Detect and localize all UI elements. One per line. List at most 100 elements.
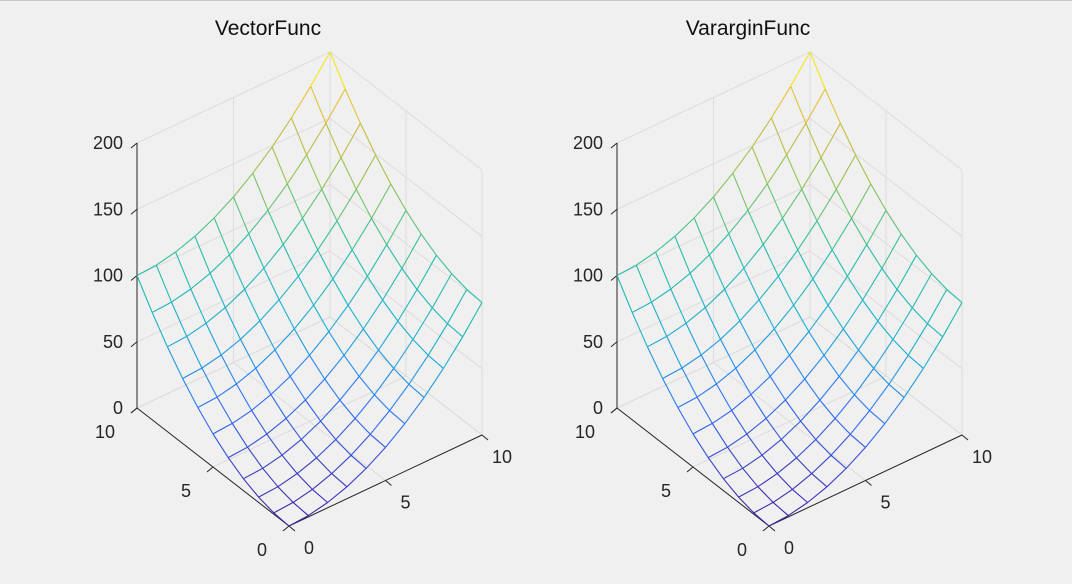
mesh-segment — [631, 301, 652, 313]
mesh-segment — [186, 336, 203, 369]
mesh-segment — [780, 439, 797, 459]
mesh-segment — [616, 264, 637, 276]
mesh-segment — [408, 383, 425, 398]
mesh-segment — [773, 328, 790, 356]
mesh-segment — [224, 288, 245, 308]
mesh-segment — [209, 273, 226, 308]
mesh-segment — [302, 188, 323, 219]
mesh-segment — [393, 339, 414, 369]
mesh-segment — [182, 367, 203, 379]
mesh-segment — [136, 275, 153, 313]
subplot-left[interactable]: VectorFunc 0 5 10 0 5 10 0 50 100 150 200 — [0, 1, 536, 584]
mesh-segment — [306, 123, 327, 156]
mesh-segment — [707, 446, 728, 459]
mesh-segment — [175, 251, 192, 290]
mesh-segment — [713, 172, 734, 198]
x-tick — [961, 434, 969, 441]
mesh-segment — [362, 328, 379, 351]
mesh-segment — [881, 233, 902, 269]
mesh-segment — [903, 368, 924, 398]
mesh-segment — [892, 307, 913, 340]
mesh-segment — [873, 368, 890, 385]
mesh-segment — [281, 438, 302, 456]
mesh-segment — [830, 433, 851, 456]
z-tick — [130, 275, 138, 281]
mesh-segment — [716, 367, 737, 385]
chart-title: VararginFunc — [685, 17, 811, 40]
mesh-segment — [776, 473, 793, 490]
mesh-segment — [722, 478, 740, 498]
mesh-segment — [888, 383, 905, 398]
mesh-segment — [328, 304, 349, 332]
subplot-right[interactable]: VararginFunc 0 5 10 0 5 10 0 50 100 150 200 — [480, 1, 1016, 584]
x-tick-label: 5 — [400, 493, 410, 513]
mesh-segment — [742, 467, 759, 488]
mesh-segment — [731, 394, 752, 411]
mesh-segment — [316, 439, 337, 459]
mesh-segment — [700, 354, 717, 385]
mesh-segment — [735, 368, 752, 395]
mesh-segment — [358, 349, 379, 377]
mesh-segment — [431, 307, 448, 325]
mesh-segment — [197, 396, 218, 408]
mesh-segment — [647, 335, 667, 348]
mesh-segment — [136, 264, 157, 276]
mesh-segment — [720, 320, 741, 340]
mesh-segment — [416, 289, 433, 309]
mesh-segment — [738, 496, 755, 514]
mesh-segment — [693, 217, 710, 256]
mesh-segment — [804, 354, 825, 380]
mesh-segment — [816, 220, 833, 251]
mesh-segment — [858, 320, 879, 351]
mesh-segment — [662, 378, 679, 408]
mesh-segment — [922, 336, 944, 369]
mesh-segment — [738, 486, 759, 498]
mesh-segment — [786, 123, 807, 156]
mesh-segment — [358, 376, 375, 396]
mesh-segment — [696, 383, 717, 398]
mesh-segment — [194, 236, 211, 274]
mesh-segment — [780, 420, 801, 440]
mesh-segment — [285, 418, 302, 440]
y-tick-label: 10 — [95, 422, 115, 442]
mesh-segment — [423, 368, 444, 398]
mesh-segment — [201, 354, 222, 369]
mesh-segment — [685, 307, 706, 324]
mesh-segment — [209, 254, 230, 274]
mesh-segment — [907, 354, 924, 369]
mesh-segment — [201, 367, 218, 398]
mesh-segment — [366, 276, 384, 301]
mesh-segment — [849, 433, 866, 448]
mesh-segment — [273, 501, 294, 514]
mesh-segment — [742, 454, 763, 469]
mesh-segment — [309, 331, 330, 356]
mesh-segment — [670, 272, 691, 290]
mesh-segment — [346, 468, 367, 488]
mesh-segment — [351, 218, 372, 251]
mesh-segment — [233, 172, 254, 198]
mesh-segment — [777, 275, 795, 306]
mesh-segment — [266, 433, 283, 456]
mesh-segment — [289, 354, 310, 377]
mesh-segment — [769, 354, 790, 377]
mesh-segment — [869, 383, 890, 411]
mesh-segment — [267, 209, 284, 245]
mesh-segment — [293, 328, 310, 356]
mesh-segment — [289, 376, 306, 401]
z-tick-label: 0 — [593, 398, 603, 418]
mesh-segment — [801, 157, 822, 190]
mesh-segment — [746, 417, 767, 435]
mesh-segment — [247, 446, 264, 469]
mesh-segment — [401, 233, 422, 269]
mesh-segment — [271, 117, 292, 148]
mesh-segment — [190, 272, 211, 290]
mesh-segment — [151, 301, 172, 313]
mesh-segment — [369, 433, 386, 448]
mesh-segment — [212, 433, 229, 458]
mesh-segment — [242, 478, 260, 498]
mesh-segment — [355, 189, 372, 219]
mesh-segment — [751, 146, 768, 185]
mesh-segment — [286, 183, 304, 219]
